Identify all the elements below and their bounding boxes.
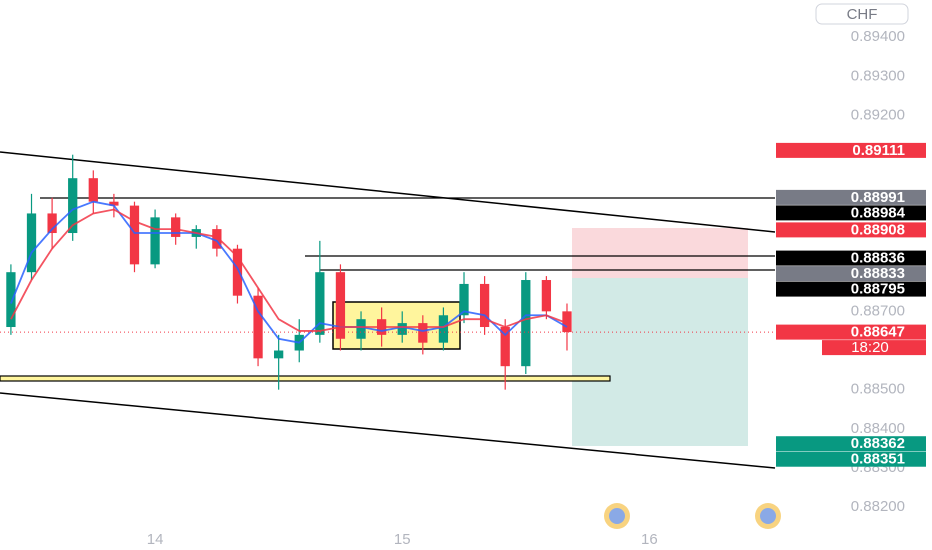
candle-body [171,217,181,237]
y-tick-label: 0.88700 [851,302,905,319]
trend-line [0,151,776,233]
price-tag-label: 0.88908 [851,221,905,238]
candle-body [562,311,572,333]
candle-body [521,280,531,367]
candle-body [68,178,78,234]
candle-body [459,283,469,316]
price-tag [776,324,926,340]
candle-body [109,201,119,206]
price-tag-label: 0.88362 [851,435,905,452]
price-tag [776,436,926,452]
price-tag-label: 0.88795 [851,281,905,298]
candle-body [541,280,552,312]
candle-body [356,319,366,339]
x-tick-label: 15 [394,531,411,548]
candle-body [418,323,428,343]
price-tag-label: 0.89111 [852,142,905,159]
price-tag [776,451,926,467]
candle-body [438,315,449,343]
trend-line [0,392,776,469]
candle-body [88,178,98,202]
price-tag-label: 0.88836 [851,250,905,267]
price-tag [776,189,926,205]
price-tag [776,281,926,297]
y-tick-label: 0.89300 [851,67,905,84]
countdown-label: 18:20 [851,339,889,356]
candle-body [397,323,407,335]
price-tag [776,222,926,238]
candle-body [315,272,325,335]
countdown-tag [822,340,926,356]
price-tag-label: 0.88351 [851,451,905,468]
event-icon-inner [609,508,625,524]
x-tick-label: 14 [147,531,164,548]
candle-body [232,248,243,296]
event-icon-inner [760,508,776,524]
candle-body [150,217,160,265]
price-tag-label: 0.88647 [851,324,905,341]
candle-body [212,229,222,249]
price-tag [776,205,926,221]
moving-average [10,200,568,344]
y-tick-label: 0.88500 [851,381,905,398]
price-tag [776,142,926,158]
candle-body [26,213,37,273]
moving-average [10,208,568,332]
price-tag [776,266,926,282]
candle-body [335,272,346,339]
price-tag [776,250,926,266]
candle-body [479,283,490,328]
price-tag-label: 0.88833 [851,265,905,282]
candle-body [47,213,57,234]
y-tick-label: 0.89200 [851,107,905,124]
price-tag-label: 0.88991 [851,189,905,206]
candle-body [253,295,263,359]
candle-body [129,205,140,265]
y-tick-label: 0.89400 [851,28,905,45]
x-tick-label: 16 [641,531,658,548]
target-zone [572,278,748,446]
candle-body [500,327,510,367]
currency-label: CHF [847,6,878,23]
y-tick-label: 0.88200 [851,498,905,515]
support-band [0,375,611,382]
y-tick-label: 0.88400 [851,420,905,437]
price-tag-label: 0.88984 [851,204,906,221]
candle-body [6,272,16,328]
candle-body [274,350,284,359]
currency-badge[interactable] [815,3,909,25]
